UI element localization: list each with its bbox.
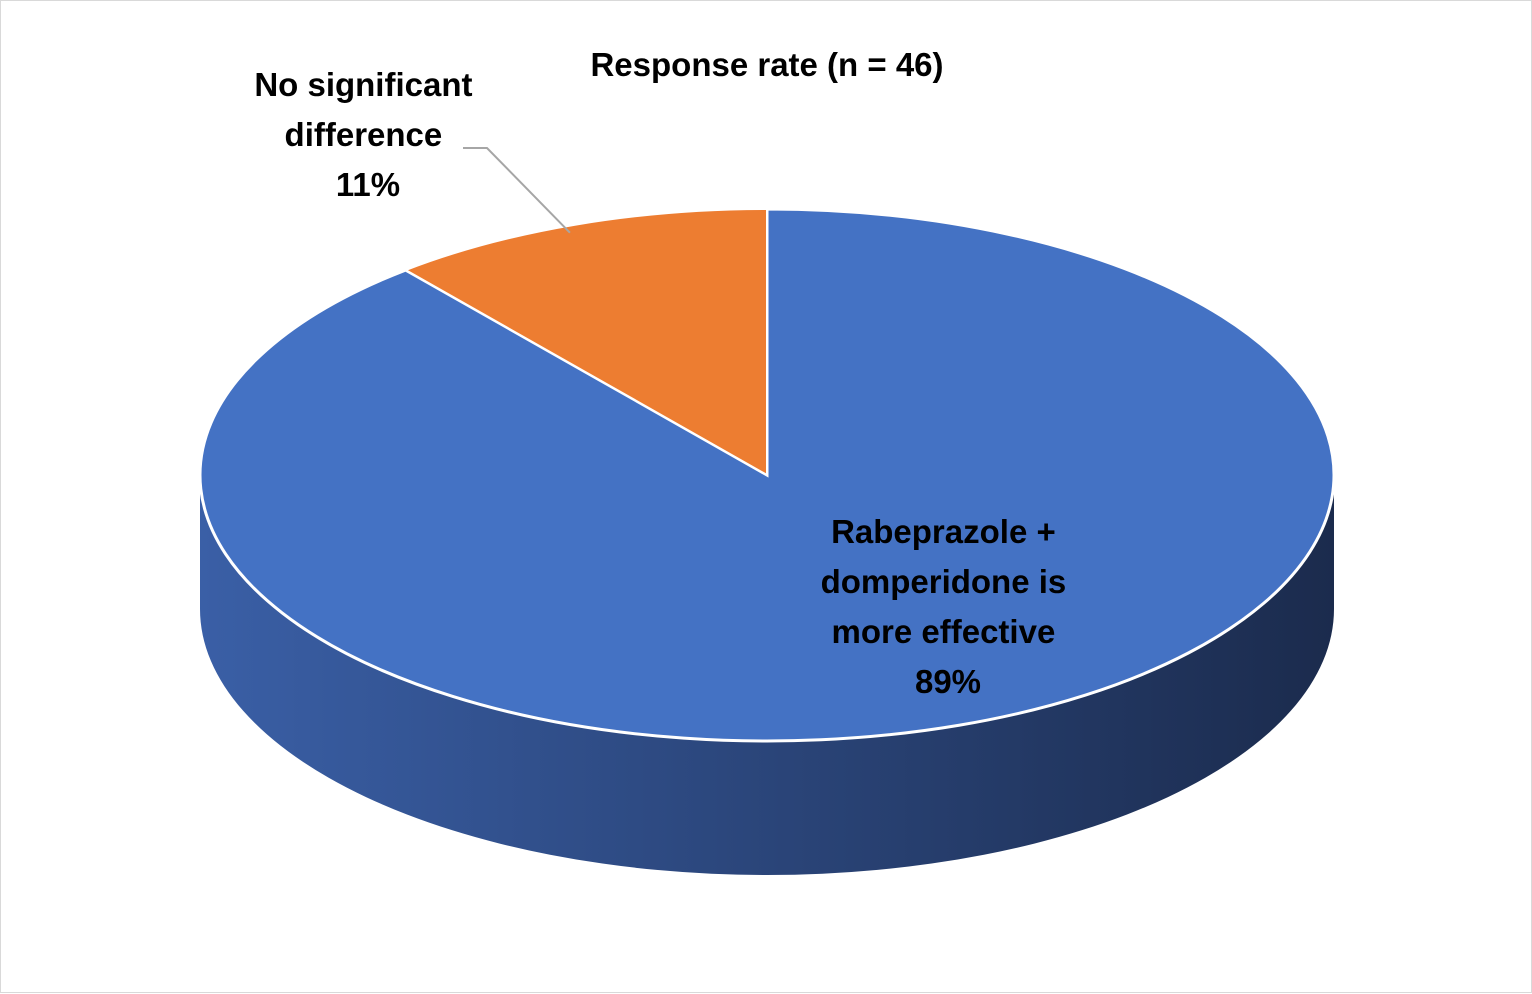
- chart-title: Response rate (n = 46): [590, 46, 943, 83]
- slice-value-label: 11%: [336, 166, 400, 203]
- pie-side-wall: [200, 475, 1334, 875]
- slice-label-line: Rabeprazole +: [831, 513, 1056, 550]
- slice-label-line: more effective: [832, 613, 1056, 650]
- slice-value-label: 89%: [915, 663, 981, 700]
- slice-label-line: difference: [285, 116, 443, 153]
- pie-slice-no-difference: [403, 207, 768, 477]
- slice-label-line: No significant: [254, 66, 472, 103]
- leader-line: [463, 147, 571, 234]
- slice-label-line: domperidone is: [821, 563, 1067, 600]
- slice-label-more-effective: Rabeprazole + domperidone is more effect…: [821, 513, 1076, 700]
- slice-label-no-difference: No significant difference 11%: [254, 66, 481, 203]
